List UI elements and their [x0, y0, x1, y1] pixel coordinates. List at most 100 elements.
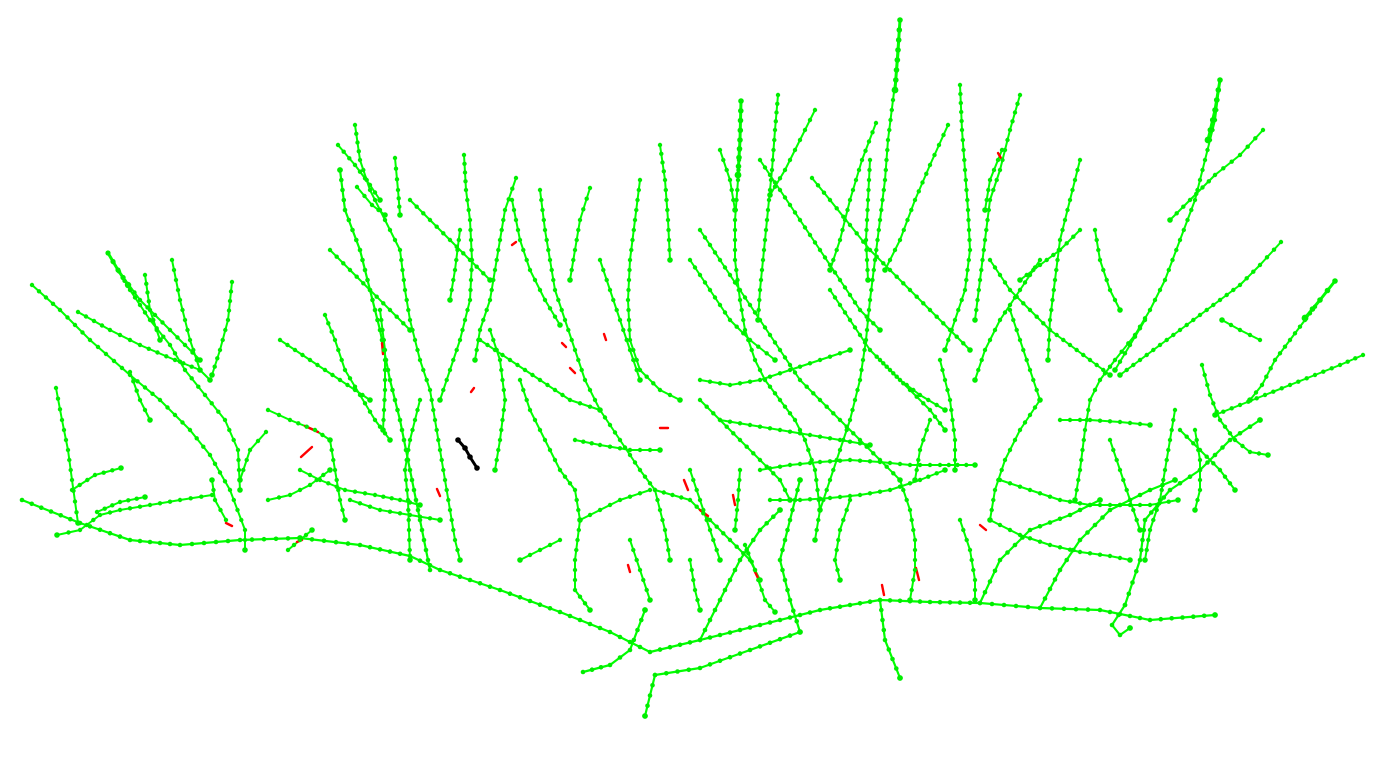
skeleton-node: [1097, 377, 1103, 383]
skeleton-node: [334, 477, 339, 483]
skeleton-node: [1107, 502, 1113, 508]
skeleton-node: [812, 107, 818, 113]
skeleton-node: [777, 477, 783, 483]
skeleton-node: [864, 257, 870, 263]
skeleton-node: [367, 187, 373, 193]
skeleton-node: [1195, 187, 1200, 193]
skeleton-node: [831, 411, 836, 416]
red-highlight-segment: [602, 332, 608, 342]
skeleton-node: [717, 417, 723, 423]
skeleton-node: [645, 703, 650, 709]
selected-segment-node[interactable]: [462, 445, 468, 451]
skeleton-node: [731, 197, 736, 203]
skeleton-node: [441, 387, 446, 393]
skeleton-node: [557, 609, 563, 615]
skeleton-node: [881, 361, 886, 366]
skeleton-node: [707, 287, 713, 293]
skeleton-branch: [939, 359, 956, 471]
skeleton-node: [292, 347, 298, 353]
skeleton-node: [474, 347, 479, 353]
skeleton-node: [1047, 542, 1053, 548]
skeleton-node: [399, 427, 405, 433]
skeleton-node: [967, 347, 973, 353]
skeleton-node: [1074, 347, 1079, 353]
skeleton-node: [657, 447, 663, 453]
skeleton-node: [172, 412, 178, 418]
skeleton-node: [767, 374, 773, 379]
selected-segment-node[interactable]: [474, 465, 480, 471]
skeleton-node: [239, 517, 244, 523]
skeleton-node: [1121, 477, 1126, 483]
skeleton-node: [981, 247, 986, 253]
skeleton-node: [342, 367, 348, 373]
skeleton-node: [717, 597, 723, 603]
skeleton-node: [68, 516, 73, 522]
selected-segment-node[interactable]: [455, 437, 461, 443]
skeleton-node: [797, 377, 803, 383]
skeleton-node: [572, 567, 578, 573]
skeleton-node: [467, 297, 473, 303]
skeleton-node: [665, 207, 670, 213]
skeleton-node: [197, 357, 203, 363]
skeleton-node: [807, 497, 813, 502]
skeleton-node: [1024, 357, 1029, 363]
skeleton-node: [1217, 467, 1223, 473]
skeleton-node: [226, 308, 232, 313]
skeleton-node: [756, 577, 761, 583]
skeleton-node: [1000, 157, 1005, 163]
skeleton-node: [132, 290, 137, 295]
skeleton-node: [1158, 616, 1164, 622]
skeleton-node: [739, 307, 744, 313]
skeleton-node: [352, 387, 358, 393]
skeleton-node: [341, 261, 346, 266]
skeleton-node: [607, 502, 613, 508]
skeleton-node: [697, 272, 703, 278]
skeleton-node: [965, 197, 970, 203]
skeleton-node: [1177, 481, 1183, 486]
skeleton-node: [517, 557, 523, 563]
skeleton-node: [642, 474, 648, 479]
skeleton-node: [1005, 550, 1010, 555]
skeleton-node: [957, 517, 963, 523]
skeleton-node: [812, 537, 818, 543]
skeleton-node: [397, 247, 403, 253]
skeleton-node: [1050, 297, 1055, 303]
selected-segment-line[interactable]: [456, 438, 479, 470]
skeleton-node: [431, 407, 436, 413]
skeleton-node: [187, 337, 193, 343]
skeleton-node: [1309, 306, 1316, 312]
skeleton-node: [934, 314, 939, 319]
skeleton-node: [296, 421, 301, 426]
skeleton-node: [1231, 287, 1236, 293]
skeleton-branch: [829, 289, 946, 431]
skeleton-branch: [1047, 159, 1081, 361]
skeleton-node: [517, 237, 523, 243]
skeleton-node: [1301, 314, 1309, 322]
skeleton-node: [1012, 295, 1018, 300]
skeleton-node: [1137, 527, 1143, 533]
selected-black-segment[interactable]: [455, 437, 480, 471]
skeleton-node: [382, 397, 387, 403]
skeleton-node: [277, 337, 283, 343]
skeleton-node: [1112, 297, 1118, 303]
skeleton-node: [477, 337, 483, 343]
skeleton-node: [782, 577, 788, 583]
skeleton-node: [1217, 77, 1223, 83]
skeleton-node: [804, 384, 809, 389]
skeleton-node: [110, 503, 115, 508]
skeleton-node: [1097, 497, 1103, 503]
skeleton-node: [1107, 364, 1113, 369]
selected-segment-node[interactable]: [467, 454, 473, 460]
skeleton-node: [737, 127, 744, 134]
skeleton-branch: [1201, 364, 1269, 456]
skeleton-node: [1137, 557, 1143, 563]
skeleton-node: [704, 404, 709, 409]
skeleton-node: [881, 261, 886, 266]
skeleton-node: [436, 437, 441, 443]
skeleton-node: [1159, 487, 1164, 493]
skeleton-node: [330, 372, 335, 378]
skeleton-node: [1144, 352, 1149, 358]
skeleton-node: [1017, 484, 1023, 489]
skeleton-node: [797, 497, 803, 503]
skeleton-node: [421, 367, 426, 373]
